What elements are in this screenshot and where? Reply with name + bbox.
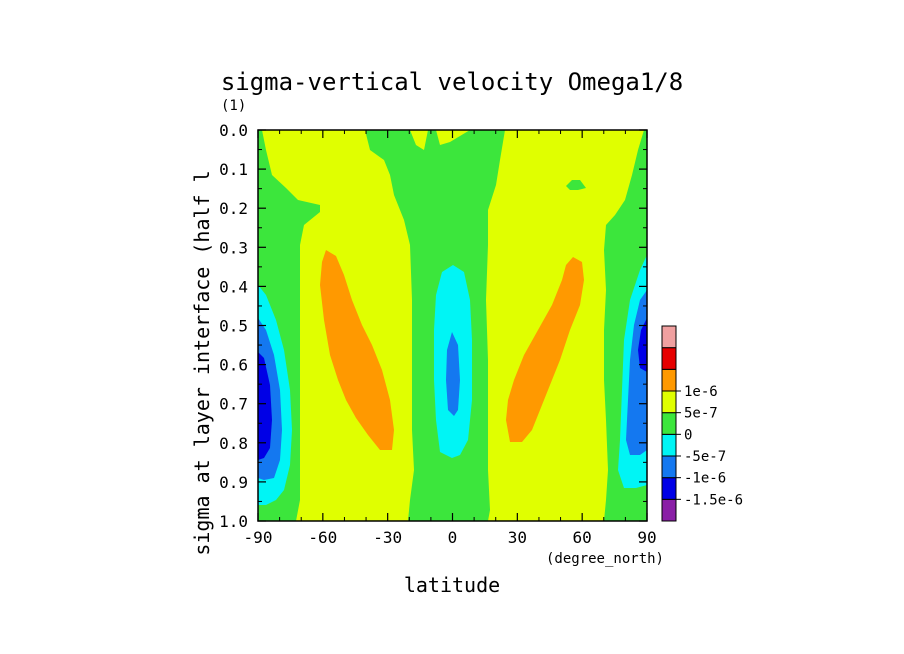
colorbar-swatch <box>661 412 677 435</box>
x-units-label: (degree_north) <box>546 551 664 567</box>
chart-title: sigma-vertical velocity Omega1/8 <box>221 68 683 96</box>
colorbar-label: -1.5e-6 <box>684 492 743 508</box>
x-tick-label: 60 <box>573 528 592 547</box>
contour-field <box>258 130 647 521</box>
colorbar-swatch <box>661 325 677 349</box>
colorbar-swatch <box>661 368 677 392</box>
colorbar-label: 1e-6 <box>684 384 718 400</box>
y-tick-label: 0.7 <box>219 395 248 414</box>
x-tick-label: 30 <box>508 528 527 547</box>
colorbar-label: 0 <box>684 427 692 443</box>
x-axis: -90 -60 -30 0 30 60 90 <box>244 130 657 547</box>
x-tick-label: -30 <box>373 528 402 547</box>
equatorial-blue-core <box>446 332 460 416</box>
x-tick-label: -90 <box>244 528 273 547</box>
y-tick-label: 0.0 <box>219 121 248 140</box>
x-axis-title: latitude <box>404 573 500 597</box>
y-tick-label: 0.3 <box>219 238 248 257</box>
y-tick-label: 0.4 <box>219 277 248 296</box>
colorbar: -1.5e-6 -1e-6 -5e-7 0 5e-7 1e-6 <box>661 325 743 522</box>
y-tick-label: 0.9 <box>219 473 248 492</box>
colorbar-swatch <box>661 455 677 479</box>
y-tick-label: 0.2 <box>219 199 248 218</box>
x-tick-label: 0 <box>448 528 458 547</box>
green-speck-north <box>566 180 586 190</box>
y-tick-label: 0.6 <box>219 356 248 375</box>
units-label: (1) <box>221 98 246 114</box>
northern-orange-lobe <box>506 257 584 442</box>
y-axis-title: sigma at layer interface (half l <box>190 170 214 555</box>
north-polar-dark-blue <box>638 318 647 372</box>
colorbar-swatch <box>661 477 677 500</box>
y-tick-label: 0.1 <box>219 160 248 179</box>
y-tick-label: 1.0 <box>219 512 248 531</box>
y-tick-label: 0.5 <box>219 317 248 336</box>
colorbar-label: -5e-7 <box>684 449 726 465</box>
colorbar-swatch <box>661 390 677 414</box>
colorbar-swatch <box>661 433 677 457</box>
colorbar-swatch <box>661 347 677 370</box>
x-tick-label: -60 <box>308 528 337 547</box>
colorbar-swatch <box>661 498 677 522</box>
south-polar-dark-blue <box>258 352 272 460</box>
y-axis: 0.0 0.1 0.2 0.3 0.4 0.5 0.6 0.7 0.8 0.9 1.0 <box>219 121 647 531</box>
x-tick-label: 90 <box>637 528 656 547</box>
colorbar-label: -1e-6 <box>684 471 726 487</box>
y-tick-label: 0.8 <box>219 434 248 453</box>
southern-orange-lobe <box>320 250 394 450</box>
colorbar-label: 5e-7 <box>684 406 718 422</box>
